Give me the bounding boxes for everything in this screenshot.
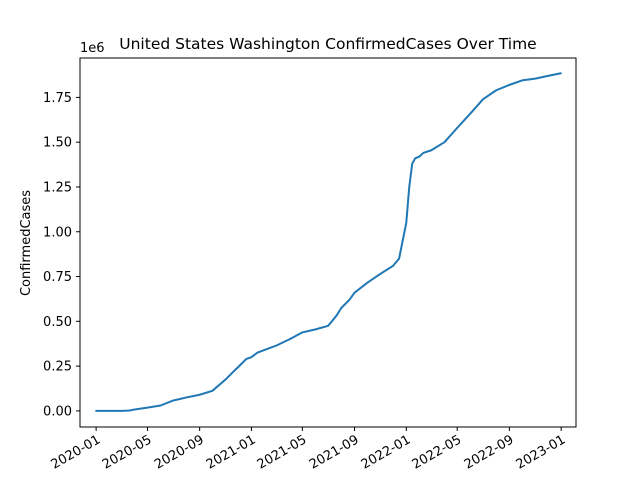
y-tick-label: 0.25 [43,360,72,375]
series-line [95,72,562,412]
y-tick-label: 1.50 [43,136,72,151]
y-axis-label: ConfirmedCases [19,190,34,296]
chart-title: United States Washington ConfirmedCases … [119,35,536,53]
y-offset-label: 1e6 [80,41,105,56]
y-tick-label: 1.75 [43,91,72,106]
y-tick-label: 1.00 [43,225,72,240]
axes-frame [79,57,577,428]
y-tick-label: 0.00 [43,404,72,419]
y-tick-label: 0.50 [43,315,72,330]
y-tick-label: 1.25 [43,180,72,195]
y-tick-label: 0.75 [43,270,72,285]
